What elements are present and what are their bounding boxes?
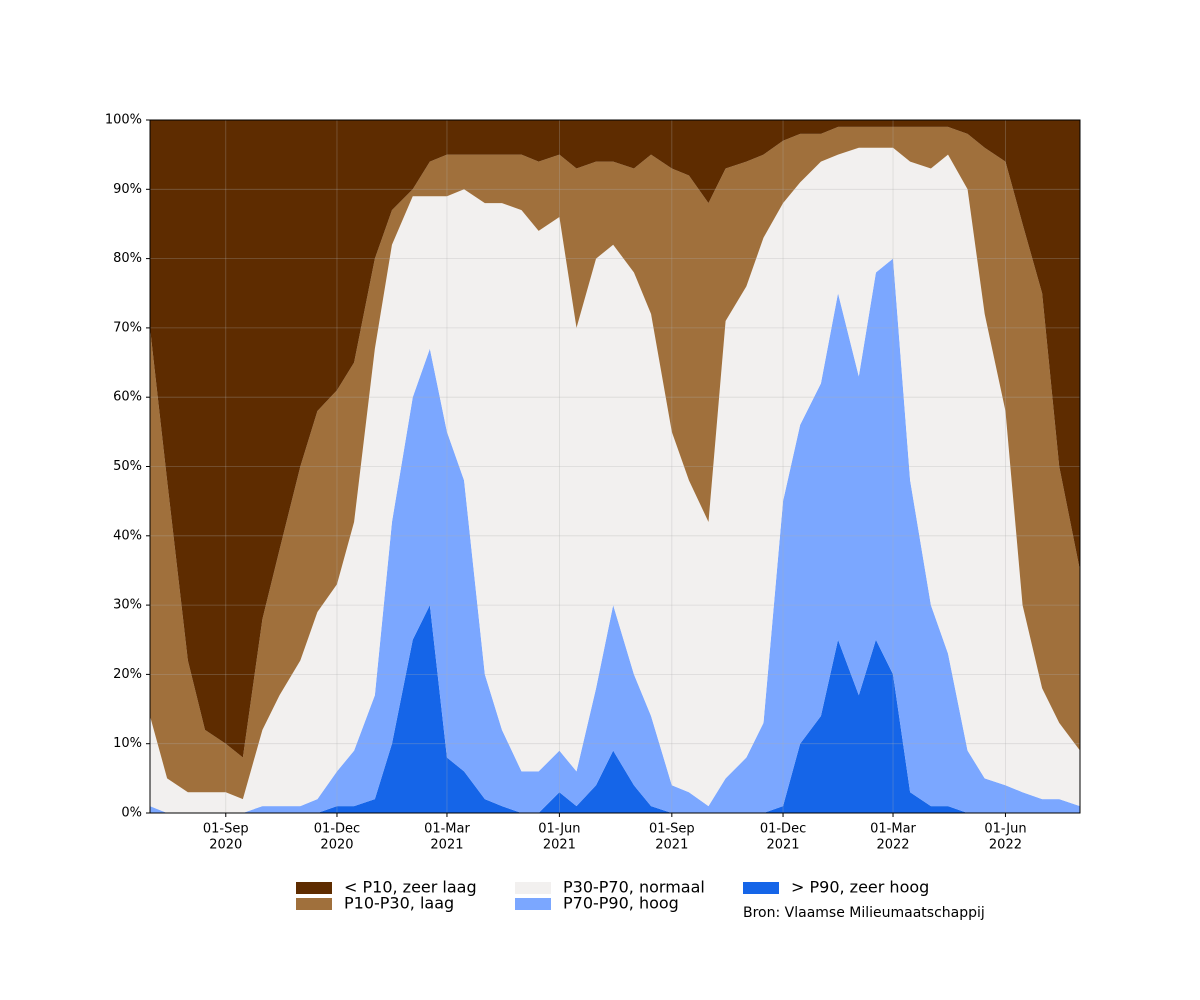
x-tick-label: 2021 [655, 838, 688, 853]
area [150, 147, 1080, 814]
x-tick-label: 01-Sep [649, 822, 695, 837]
x-tick-label: 01-Jun [538, 822, 580, 837]
legend-label: P70-P90, hoog [563, 894, 679, 913]
source-note: Bron: Vlaamse Milieumaatschappij [743, 905, 985, 921]
y-tick-label: 90% [113, 182, 142, 197]
legend-swatch [743, 882, 779, 894]
y-tick-label: 10% [113, 736, 142, 751]
x-tick-label: 2022 [989, 838, 1022, 853]
x-tick-label: 01-Jun [984, 822, 1026, 837]
legend-swatch [515, 898, 551, 910]
y-tick-label: 0% [121, 806, 142, 821]
x-tick-label: 2021 [430, 838, 463, 853]
plot-areas [150, 120, 1080, 814]
area [150, 605, 1080, 813]
legend-swatch [515, 882, 551, 894]
legend-label: > P90, zeer hoog [791, 878, 929, 897]
y-tick-label: 100% [105, 113, 142, 128]
axes: 0%10%20%30%40%50%60%70%80%90%100%01-Sep2… [105, 113, 1027, 853]
area [150, 258, 1080, 814]
y-tick-label: 20% [113, 667, 142, 682]
x-tick-label: 01-Mar [870, 822, 916, 837]
x-tick-label: 2020 [209, 838, 242, 853]
y-tick-label: 50% [113, 459, 142, 474]
y-tick-label: 70% [113, 320, 142, 335]
legend-label: P30-P70, normaal [563, 878, 705, 897]
x-tick-label: 2020 [320, 838, 353, 853]
y-tick-label: 60% [113, 390, 142, 405]
area [150, 126, 1080, 800]
x-tick-label: 2021 [766, 838, 799, 853]
legend-swatch [296, 882, 332, 894]
legend-label: < P10, zeer laag [344, 878, 477, 897]
x-tick-label: 01-Sep [203, 822, 249, 837]
legend-swatch [296, 898, 332, 910]
y-tick-label: 80% [113, 251, 142, 266]
y-tick-label: 40% [113, 528, 142, 543]
legend-label: P10-P30, laag [344, 894, 454, 913]
x-tick-label: 2022 [876, 838, 909, 853]
x-tick-label: 01-Mar [424, 822, 470, 837]
area [150, 120, 1080, 758]
x-tick-label: 01-Dec [314, 822, 360, 837]
x-tick-label: 2021 [543, 838, 576, 853]
x-tick-label: 01-Dec [760, 822, 806, 837]
y-tick-label: 30% [113, 598, 142, 613]
